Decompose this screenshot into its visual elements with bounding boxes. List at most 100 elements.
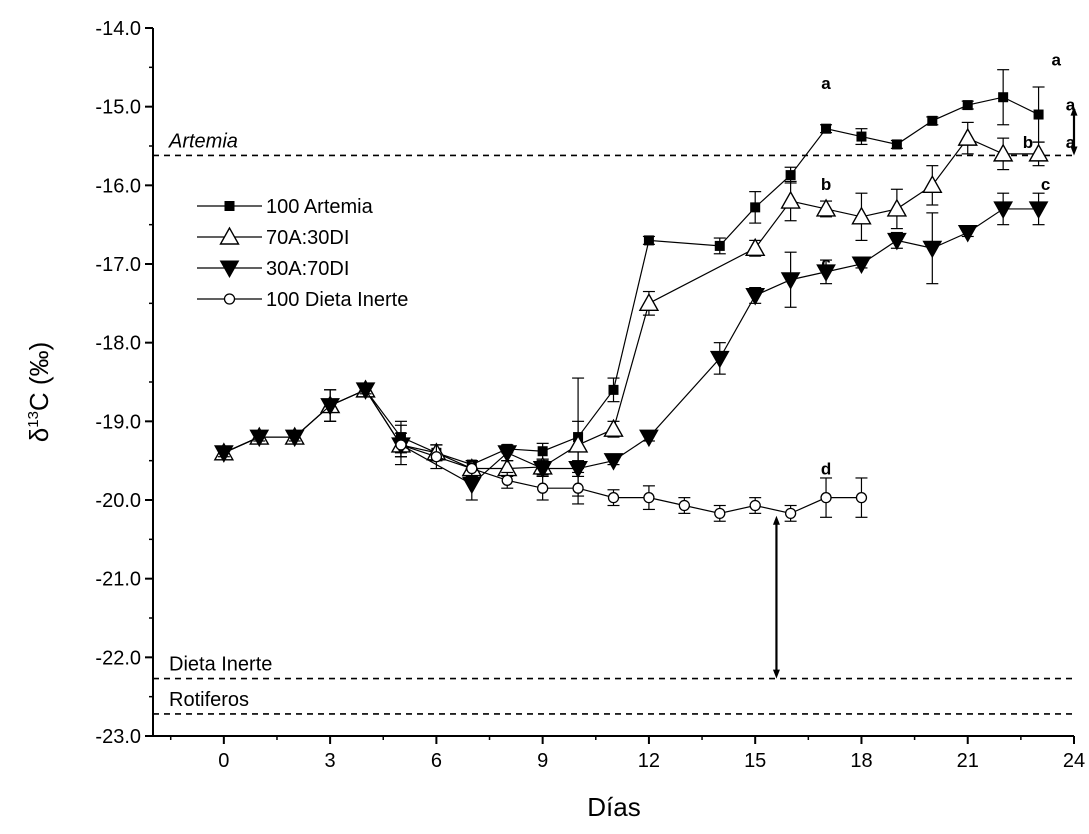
legend-label: 70A:30DI <box>266 227 349 249</box>
data-point <box>957 225 978 243</box>
reference-line-label: Dieta Inerte <box>169 654 272 676</box>
y-tick-label: -16.0 <box>95 175 141 197</box>
y-axis-title: δ13C (‰) <box>24 342 54 443</box>
data-point <box>927 115 938 126</box>
data-point <box>820 491 832 504</box>
data-point <box>887 232 907 251</box>
data-point <box>572 482 584 494</box>
arrow-head <box>1070 106 1078 116</box>
data-point <box>537 482 549 494</box>
axes: 0 3 6 9 12 15 18 21 24 -14.0 -15.0 -16.0 -17.0 -18.0 -… <box>95 18 1085 772</box>
data-point <box>821 123 832 134</box>
data-point <box>1028 143 1049 162</box>
data-point <box>320 398 340 416</box>
data-point <box>851 206 872 225</box>
data-point <box>780 190 801 209</box>
data-point <box>992 143 1014 162</box>
data-point <box>709 350 730 369</box>
y-tick-label: -15.0 <box>95 97 141 119</box>
y-tick-label: -23.0 <box>95 726 141 748</box>
legend-label: 100 Artemia <box>266 196 374 218</box>
data-point <box>784 507 797 520</box>
legend-item: 100 Artemia <box>197 196 374 218</box>
x-tick-label: 9 <box>537 750 548 772</box>
data-point <box>430 451 443 463</box>
data-point <box>714 240 725 251</box>
data-point <box>395 439 407 451</box>
y-tick-label: -18.0 <box>95 333 141 355</box>
data-point <box>568 461 588 479</box>
data-point <box>223 293 236 305</box>
x-tick-label: 12 <box>638 750 660 772</box>
data-point <box>886 198 908 217</box>
series <box>213 69 1049 522</box>
legend-item: 30A:70DI <box>197 258 349 280</box>
series-group <box>217 69 1045 497</box>
significance-letter: a <box>821 74 831 93</box>
data-point <box>1028 201 1049 219</box>
reference-line-label: Artemia <box>168 130 238 152</box>
x-tick-label: 15 <box>744 750 766 772</box>
x-tick-label: 21 <box>957 750 979 772</box>
data-point <box>607 491 620 504</box>
series-group <box>394 424 868 522</box>
data-point <box>957 127 978 146</box>
data-point <box>745 287 766 306</box>
data-point <box>785 170 796 181</box>
x-tick-label: 6 <box>431 750 442 772</box>
significance-letter: d <box>821 460 831 479</box>
data-point <box>638 292 660 312</box>
data-point <box>851 256 872 275</box>
significance-letter: a <box>1052 50 1062 69</box>
data-point <box>922 240 943 259</box>
y-tick-label: -17.0 <box>95 254 141 276</box>
legend-label: 100 Dieta Inerte <box>266 289 408 311</box>
data-point <box>678 499 690 512</box>
data-point <box>993 201 1014 219</box>
data-point <box>856 131 867 142</box>
data-point <box>219 260 240 279</box>
x-tick-label: 0 <box>218 750 229 772</box>
data-point <box>1033 109 1044 120</box>
arrow-head <box>772 669 780 679</box>
significance-letter: c <box>1041 175 1050 194</box>
data-point <box>891 139 902 150</box>
annotations: aaababcbcd <box>772 50 1078 679</box>
significance-letter: c <box>821 253 830 272</box>
data-point <box>998 92 1009 103</box>
data-point <box>224 201 235 211</box>
y-tick-label: -14.0 <box>95 18 141 40</box>
data-point <box>714 507 726 520</box>
series-line <box>400 444 862 515</box>
y-tick-label: -19.0 <box>95 411 141 433</box>
y-tick-label: -20.0 <box>95 490 141 512</box>
y-tick-label: -21.0 <box>95 569 141 591</box>
data-point <box>213 445 234 463</box>
x-tick-label: 24 <box>1063 750 1085 772</box>
significance-letter: b <box>821 175 831 194</box>
data-point <box>816 264 836 282</box>
legend-item: 70A:30DI <box>197 226 349 249</box>
arrow-head <box>1070 146 1078 156</box>
data-point <box>466 462 478 475</box>
legend-item: 100 Dieta Inerte <box>197 289 408 311</box>
data-point <box>355 382 376 400</box>
x-axis-title: Días <box>587 792 640 822</box>
y-axis-title-prefix: δ <box>24 428 54 442</box>
significance-letter: a <box>1066 133 1076 152</box>
data-point <box>815 198 837 217</box>
data-point <box>497 445 518 463</box>
legend: 100 Artemia 70A:30DI 30A:70DI 100 Dieta Ine… <box>197 196 408 311</box>
data-point <box>461 476 482 495</box>
y-tick-label: -22.0 <box>95 647 141 669</box>
data-point <box>567 434 589 453</box>
y-axis-title-suffix: C (‰) <box>24 342 54 411</box>
data-point <box>749 499 761 512</box>
y-axis-title-superscript: 13 <box>25 411 42 428</box>
data-point <box>643 491 655 504</box>
data-point <box>537 446 548 457</box>
data-point <box>603 453 624 471</box>
data-point <box>855 491 868 504</box>
data-point <box>643 235 654 246</box>
